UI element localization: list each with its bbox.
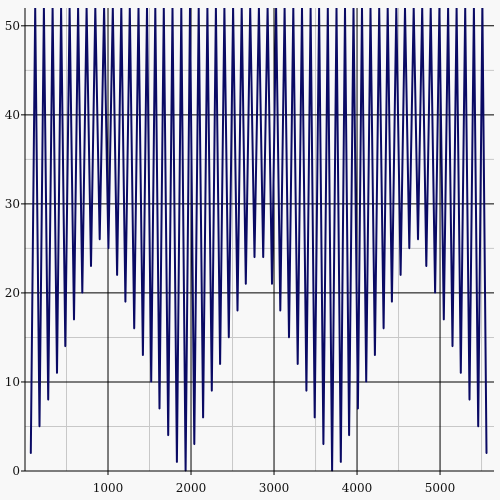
y-tick-label: 50 bbox=[5, 19, 20, 33]
data-point-minimum bbox=[193, 443, 196, 446]
x-tick-label: 2000 bbox=[176, 481, 207, 495]
data-point-minimum bbox=[167, 434, 169, 437]
data-point-minimum bbox=[340, 461, 342, 463]
data-point-minimum bbox=[219, 363, 221, 365]
data-point-minimum bbox=[357, 407, 359, 410]
data-point-minimum bbox=[90, 265, 92, 268]
data-point-minimum bbox=[365, 381, 367, 383]
x-tick-label: 4000 bbox=[342, 481, 373, 495]
data-point-minimum bbox=[116, 274, 118, 276]
data-point-minimum bbox=[305, 390, 308, 392]
data-point-minimum bbox=[374, 354, 376, 357]
data-point-minimum bbox=[434, 292, 436, 294]
tick-labels: 0 10 20 30 40 50 1000 2000 3000 4000 5000 bbox=[5, 19, 456, 495]
data-point-minimum bbox=[425, 265, 428, 268]
data-point-minimum bbox=[296, 363, 299, 365]
data-point-minimum bbox=[399, 274, 402, 276]
data-point-minimum bbox=[348, 434, 350, 437]
data-point-minimum bbox=[271, 283, 273, 285]
data-point-minimum bbox=[210, 390, 213, 392]
data-point-minimum bbox=[245, 283, 247, 285]
x-tick-label: 3000 bbox=[259, 481, 290, 495]
data-point-minimum bbox=[202, 416, 204, 419]
y-tick-label: 30 bbox=[5, 197, 20, 211]
data-point-minimum bbox=[313, 416, 316, 419]
data-point-minimum bbox=[382, 327, 385, 330]
data-point-minimum bbox=[150, 381, 152, 383]
data-point-minimum bbox=[391, 301, 393, 303]
data-point-minimum bbox=[227, 336, 230, 339]
data-point-minimum bbox=[107, 247, 110, 250]
data-point-minimum bbox=[133, 327, 135, 330]
axes bbox=[21, 8, 494, 475]
data-point-minimum bbox=[98, 238, 101, 241]
y-tick-label: 40 bbox=[5, 108, 20, 122]
data-point-minimum bbox=[468, 398, 471, 401]
data-point-minimum bbox=[47, 398, 50, 401]
series-line bbox=[29, 7, 488, 472]
data-point-minimum bbox=[262, 256, 265, 259]
data-point-minimum bbox=[38, 425, 41, 428]
x-tick-label: 5000 bbox=[425, 481, 456, 495]
data-point-minimum bbox=[322, 443, 325, 446]
data-point-minimum bbox=[451, 345, 454, 348]
data-point-minimum bbox=[279, 309, 282, 312]
data-point-minimum bbox=[142, 354, 144, 357]
x-tick-label: 1000 bbox=[93, 481, 124, 495]
data-point-minimum bbox=[408, 247, 411, 250]
data-point-minimum bbox=[288, 336, 290, 339]
data-point-minimum bbox=[253, 256, 256, 259]
data-point-minimum bbox=[56, 372, 58, 374]
data-point-minimum bbox=[73, 318, 75, 321]
data-point-minimum bbox=[236, 309, 239, 312]
data-point-minimum bbox=[477, 425, 480, 428]
data-point-minimum bbox=[124, 301, 127, 303]
data-point-minimum bbox=[442, 318, 445, 321]
y-tick-label: 20 bbox=[5, 286, 20, 300]
data-point-minimum bbox=[485, 452, 488, 454]
data-point-minimum bbox=[30, 452, 32, 454]
data-point-minimum bbox=[64, 345, 67, 348]
data-point-minimum bbox=[459, 372, 462, 374]
data-point-minimum bbox=[417, 238, 419, 241]
data-point-minimum bbox=[81, 292, 84, 294]
data-point-minimum bbox=[158, 407, 161, 410]
y-tick-label: 10 bbox=[5, 375, 20, 389]
y-tick-label: 0 bbox=[12, 464, 20, 478]
data-point-minimum bbox=[176, 461, 178, 463]
